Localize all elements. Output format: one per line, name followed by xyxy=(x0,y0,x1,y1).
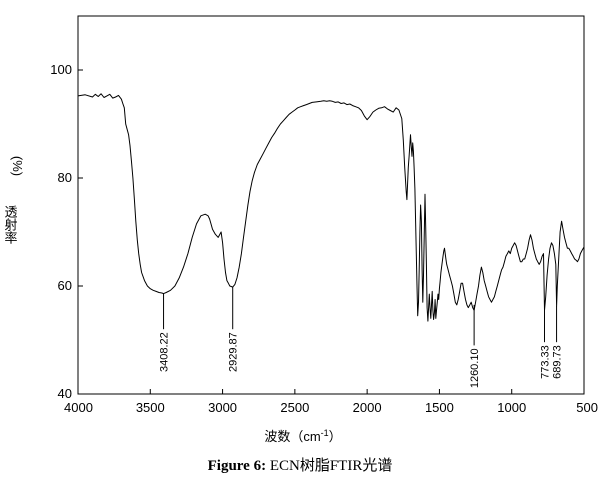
peak-label: 689.73 xyxy=(552,345,564,379)
axis-ticks: 4000 3500 3000 2500 2000 1500 1000 500 40 60 80 100 xyxy=(50,62,598,415)
y-tick-label: 80 xyxy=(58,170,72,185)
peak-annotations: 3408.22 2929.87 1260.10 773.33 689.73 xyxy=(159,287,564,388)
y-tick-label: 100 xyxy=(50,62,72,77)
x-tick-label: 1000 xyxy=(497,400,526,415)
x-tick-label: 3500 xyxy=(136,400,165,415)
x-tick-label: 500 xyxy=(576,400,598,415)
peak-label: 2929.87 xyxy=(228,332,240,372)
spectrum-line xyxy=(77,93,585,322)
y-tick-label: 60 xyxy=(58,278,72,293)
caption-text: ECN树脂FTIR光谱 xyxy=(266,458,393,474)
y-axis-unit: (%) xyxy=(10,156,25,176)
x-tick-label: 2000 xyxy=(353,400,382,415)
peak-label: 3408.22 xyxy=(159,332,171,372)
x-tick-label: 3000 xyxy=(208,400,237,415)
x-tick-label: 1500 xyxy=(425,400,454,415)
y-tick-label: 40 xyxy=(58,386,72,401)
x-axis-title: 波数（cm-1） xyxy=(264,428,341,444)
peak-label: 1260.10 xyxy=(469,348,481,388)
series-layer xyxy=(77,93,585,322)
peak-label: 773.33 xyxy=(540,345,552,379)
ftir-chart: 4000 3500 3000 2500 2000 1500 1000 500 40 60 80 100… xyxy=(3,15,598,444)
plot-frame xyxy=(77,15,585,395)
y-axis-title: 透射率 xyxy=(3,205,18,244)
caption-figure-number: Figure 6: xyxy=(207,458,267,474)
x-tick-label: 2500 xyxy=(280,400,309,415)
x-tick-label: 4000 xyxy=(64,400,93,415)
figure-caption: Figure 6: ECN树脂FTIR光谱 xyxy=(0,454,600,475)
